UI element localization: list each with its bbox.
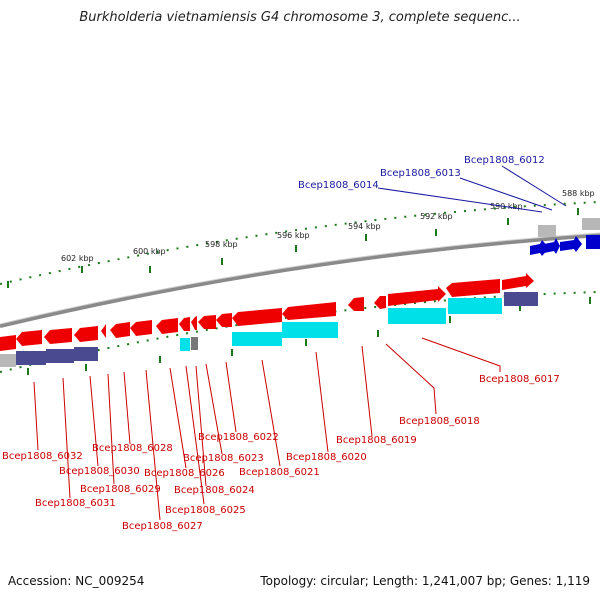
gene-band-reverse: [448, 298, 502, 314]
label-6027: Bcep1808_6027: [122, 521, 203, 532]
label-6018: Bcep1808_6018: [399, 416, 480, 427]
gene-arrow-forward: [101, 324, 106, 338]
gene-band-reverse: [180, 338, 190, 351]
red-leader-lines: [33, 337, 501, 521]
gene-arrow-forward: [232, 308, 282, 326]
reverse-track: [0, 292, 538, 367]
gene-arrow-forward: [130, 320, 152, 336]
gene-arrow-blue: [544, 238, 560, 254]
red-gene-labels: Bcep1808_6032 Bcep1808_6031 Bcep1808_603…: [2, 374, 560, 532]
backbone-line: [0, 233, 600, 328]
map-title: Burkholderia vietnamiensis G4 chromosome…: [79, 10, 521, 25]
forward-genes: [0, 273, 534, 351]
gene-arrow-forward: [16, 330, 42, 346]
gene-arrow-forward: [374, 296, 386, 309]
scale-label-592: 592 kbp: [420, 212, 453, 221]
label-6022: Bcep1808_6022: [198, 432, 279, 443]
gene-arrow-forward: [502, 273, 534, 290]
gene-gray-block: [0, 354, 16, 367]
label-6030: Bcep1808_6030: [59, 466, 140, 477]
gene-gray-block: [191, 337, 198, 350]
gene-band-reverse: [232, 332, 282, 346]
label-6029: Bcep1808_6029: [80, 484, 161, 495]
gene-arrow-forward: [156, 318, 178, 334]
upper-track-genes: [530, 218, 600, 256]
gene-band-reverse: [74, 347, 98, 361]
scale-label-588: 588 kbp: [562, 189, 595, 198]
gene-gray-block: [582, 218, 600, 230]
topology-text: Topology: circular; Length: 1,241,007 bp…: [260, 574, 590, 588]
label-6024: Bcep1808_6024: [174, 485, 255, 496]
gene-arrow-forward: [198, 315, 216, 329]
gene-band-reverse: [504, 292, 538, 306]
label-6021: Bcep1808_6021: [239, 467, 320, 478]
gene-arrow-forward: [216, 313, 232, 327]
gene-band-reverse: [282, 322, 338, 338]
label-6028: Bcep1808_6028: [92, 443, 173, 454]
label-6019: Bcep1808_6019: [336, 435, 417, 446]
label-6012: Bcep1808_6012: [464, 155, 545, 166]
gene-arrow-forward: [388, 286, 446, 306]
gene-gray-block: [538, 225, 556, 237]
gene-band-reverse: [388, 308, 446, 324]
label-6023: Bcep1808_6023: [183, 453, 264, 464]
gene-arrow-forward: [446, 279, 500, 297]
major-ticks-upper: [7, 208, 579, 288]
gene-band-reverse: [16, 351, 46, 365]
scale-label-596: 596 kbp: [277, 231, 310, 240]
scale-label-600: 600 kbp: [133, 247, 166, 256]
gene-arrow-blue: [560, 236, 582, 252]
gene-band-reverse: [46, 349, 74, 363]
scale-label-598: 598 kbp: [205, 240, 238, 249]
gene-blue-block: [586, 235, 600, 249]
accession-text: Accession: NC_009254: [8, 574, 145, 588]
gene-arrow-forward: [0, 335, 16, 351]
blue-leader-lines: [377, 165, 567, 213]
scale-label-594: 594 kbp: [348, 222, 381, 231]
blue-gene-labels: Bcep1808_6014 Bcep1808_6013 Bcep1808_601…: [298, 155, 545, 191]
gene-arrow-forward: [191, 316, 197, 330]
gene-arrow-forward: [74, 326, 98, 342]
scale-label-602: 602 kbp: [61, 254, 94, 263]
gene-arrow-forward: [110, 322, 130, 338]
label-6014: Bcep1808_6014: [298, 180, 379, 191]
gene-arrow-forward: [179, 317, 190, 331]
label-6026: Bcep1808_6026: [144, 468, 225, 479]
label-6013: Bcep1808_6013: [380, 168, 461, 179]
label-6032: Bcep1808_6032: [2, 451, 83, 462]
backbone-highlight: [0, 232, 600, 325]
label-6020: Bcep1808_6020: [286, 452, 367, 463]
label-6031: Bcep1808_6031: [35, 498, 116, 509]
label-6025: Bcep1808_6025: [165, 505, 246, 516]
major-ticks-lower: [27, 297, 591, 375]
gene-arrow-forward: [282, 302, 336, 320]
gene-arrow-forward: [348, 297, 364, 311]
label-6017: Bcep1808_6017: [479, 374, 560, 385]
gene-arrow-forward: [44, 328, 72, 344]
